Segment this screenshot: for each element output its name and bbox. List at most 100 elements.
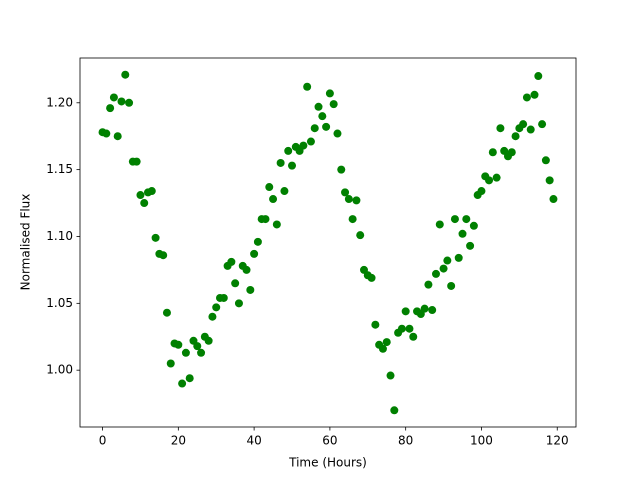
y-tick-label: 1.15 (46, 162, 73, 176)
data-point (522, 93, 531, 102)
y-tick-label: 1.05 (46, 296, 73, 310)
data-point (253, 237, 262, 246)
data-point (125, 98, 134, 107)
data-point (280, 187, 289, 196)
data-point (204, 336, 213, 345)
data-point (193, 342, 202, 351)
data-point (325, 89, 334, 98)
data-point (496, 124, 505, 133)
data-point (511, 132, 520, 141)
x-tick-label: 40 (246, 434, 261, 448)
data-point (132, 157, 141, 166)
data-point (485, 176, 494, 185)
data-point (341, 188, 350, 197)
data-point (333, 129, 342, 138)
data-point (234, 299, 243, 308)
data-point (284, 146, 293, 155)
data-point (185, 374, 194, 383)
data-point (109, 93, 118, 102)
data-point (371, 320, 380, 329)
data-point (435, 220, 444, 229)
data-point (227, 257, 236, 266)
data-point (443, 256, 452, 265)
data-point (117, 97, 126, 106)
data-point (344, 195, 353, 204)
data-point (231, 279, 240, 288)
data-point (352, 196, 361, 205)
data-point (269, 195, 278, 204)
data-point (113, 132, 122, 141)
x-axis-label: Time (Hours) (288, 456, 367, 470)
data-point (174, 340, 183, 349)
data-point (272, 220, 281, 229)
data-point (162, 308, 171, 317)
data-point (420, 304, 429, 313)
data-point (318, 112, 327, 121)
data-point (409, 332, 418, 341)
data-point (106, 104, 115, 113)
data-point (428, 306, 437, 315)
x-tick-label: 100 (470, 434, 493, 448)
data-point (507, 148, 516, 157)
data-point (386, 371, 395, 380)
data-point (197, 348, 206, 357)
data-point (147, 187, 156, 196)
data-point (136, 191, 145, 200)
x-tick-label: 0 (99, 434, 107, 448)
data-point (140, 199, 149, 208)
data-point (121, 70, 130, 79)
y-tick-label: 1.10 (46, 229, 73, 243)
data-point (181, 348, 190, 357)
data-point (526, 125, 535, 134)
data-point (310, 124, 319, 133)
axes-frame (79, 57, 577, 428)
data-point (337, 165, 346, 174)
data-point (276, 158, 285, 167)
data-point (519, 120, 528, 129)
data-point (492, 173, 501, 182)
data-point (306, 137, 315, 146)
x-tick-label: 120 (546, 434, 569, 448)
data-point (538, 120, 547, 129)
data-point (265, 183, 274, 192)
data-point (454, 253, 463, 262)
data-point (534, 72, 543, 81)
data-point (530, 90, 539, 99)
data-point (261, 215, 270, 224)
data-point (159, 251, 168, 260)
data-point (401, 307, 410, 316)
data-point (303, 82, 312, 91)
data-point (348, 215, 357, 224)
data-point (208, 312, 217, 321)
data-point (219, 293, 228, 302)
data-point (329, 100, 338, 109)
data-point (466, 241, 475, 250)
data-point (450, 215, 459, 224)
data-point (447, 281, 456, 290)
data-point (397, 324, 406, 333)
data-point (246, 285, 255, 294)
data-point (151, 233, 160, 242)
data-point (488, 148, 497, 157)
data-point (178, 379, 187, 388)
data-point (424, 280, 433, 289)
data-point (382, 338, 391, 347)
data-point (405, 324, 414, 333)
data-point (242, 265, 251, 274)
data-point (314, 102, 323, 111)
data-point (477, 187, 486, 196)
data-point (288, 161, 297, 170)
x-tick-label: 60 (322, 434, 337, 448)
data-point (250, 249, 259, 258)
data-point (299, 141, 308, 150)
data-point (322, 122, 331, 131)
x-tick-label: 80 (398, 434, 413, 448)
data-point (549, 195, 558, 204)
data-point (212, 303, 221, 312)
data-point (367, 273, 376, 282)
data-point (102, 129, 111, 138)
data-point (431, 269, 440, 278)
x-tick-label: 20 (171, 434, 186, 448)
